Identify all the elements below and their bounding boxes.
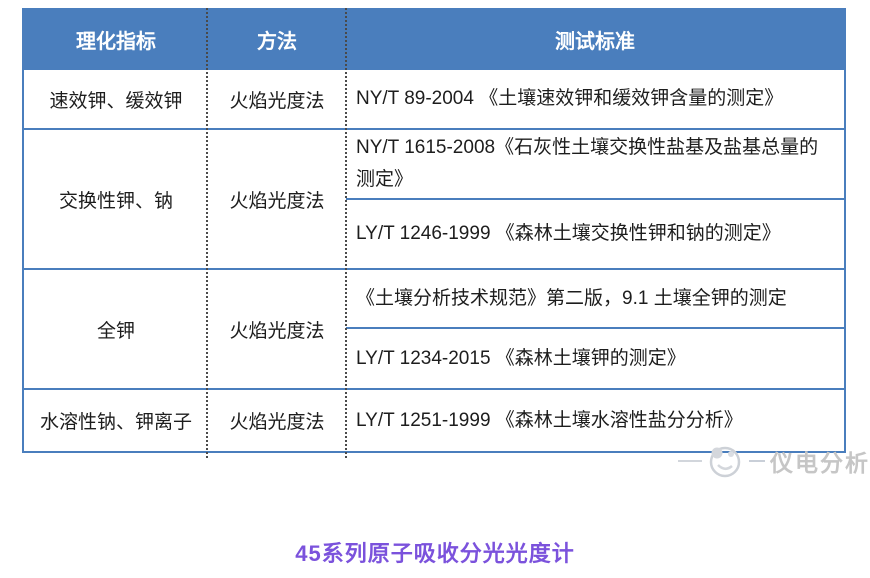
watermark-text: 仪电分析 (770, 450, 870, 476)
brand-logo-icon (709, 446, 741, 478)
table-row: 交换性钾、钠 火焰光度法 NY/T 1615-2008《石灰性土壤交换性盐基及盐… (23, 128, 845, 269)
cell-indicator: 速效钾、缓效钾 (23, 68, 208, 129)
watermark-line (678, 460, 702, 462)
column-header-standard: 测试标准 (346, 9, 845, 69)
cell-indicator: 水溶性钠、钾离子 (23, 388, 208, 452)
table-row: 全钾 火焰光度法 《土壤分析技术规范》第二版，9.1 土壤全钾的测定 (23, 268, 845, 389)
column-divider-dotted (206, 8, 208, 458)
table-subrow: LY/T 1246-1999 《森林土壤交换性钾和钠的测定》 (23, 198, 845, 269)
column-divider-dotted (345, 8, 347, 458)
cell-method: 火焰光度法 (208, 388, 346, 452)
table-header-row: 理化指标 方法 测试标准 (23, 9, 845, 69)
table-subrow: LY/T 1234-2015 《森林土壤钾的测定》 (23, 327, 845, 389)
cell-standard: NY/T 89-2004 《土壤速效钾和缓效钾含量的测定》 (346, 68, 845, 129)
cell-standard: LY/T 1246-1999 《森林土壤交换性钾和钠的测定》 (346, 198, 845, 269)
cell-method: 火焰光度法 (208, 128, 346, 269)
cell-indicator: 全钾 (23, 268, 208, 389)
cell-indicator: 交换性钾、钠 (23, 128, 208, 269)
column-header-indicator: 理化指标 (23, 9, 208, 69)
cell-standard: LY/T 1251-1999 《森林土壤水溶性盐分分析》 (346, 388, 845, 452)
cell-method: 火焰光度法 (208, 68, 346, 129)
watermark-dash (749, 460, 765, 462)
test-standards-table: 理化指标 方法 测试标准 速效钾、缓效钾 火焰光度法 NY/T 89-2004 … (22, 8, 846, 453)
cell-method: 火焰光度法 (208, 268, 346, 389)
watermark: 仪电分析 (678, 440, 870, 482)
cell-standard: 《土壤分析技术规范》第二版，9.1 土壤全钾的测定 (346, 268, 845, 328)
table-row: 水溶性钠、钾离子 火焰光度法 LY/T 1251-1999 《森林土壤水溶性盐分… (23, 388, 845, 452)
column-header-method: 方法 (208, 9, 346, 69)
cell-standard: LY/T 1234-2015 《森林土壤钾的测定》 (346, 327, 845, 389)
caption-product-title: 45系列原子吸收分光光度计 (295, 541, 575, 566)
cell-standard: NY/T 1615-2008《石灰性土壤交换性盐基及盐基总量的测定》 (346, 128, 845, 199)
table-row: 速效钾、缓效钾 火焰光度法 NY/T 89-2004 《土壤速效钾和缓效钾含量的… (23, 68, 845, 129)
